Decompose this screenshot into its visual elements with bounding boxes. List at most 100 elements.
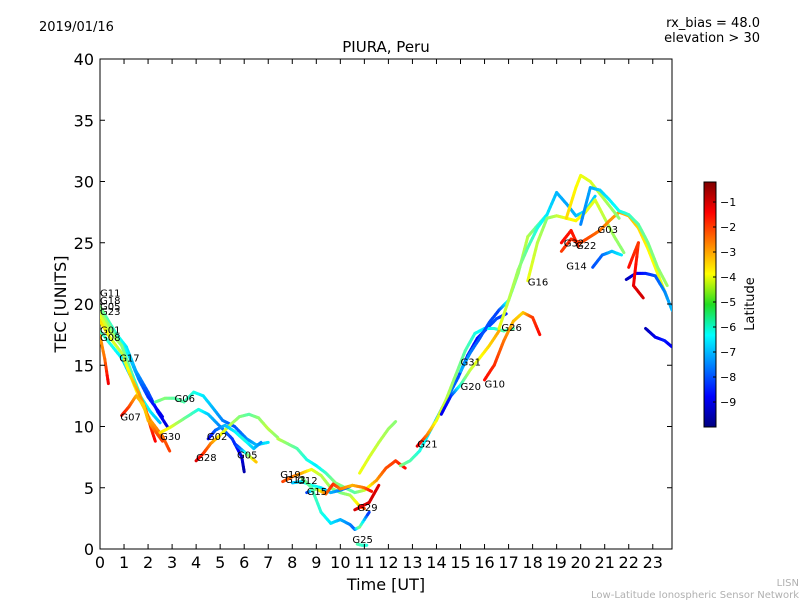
series-g03b (591, 249, 623, 269)
x-tick-label: 7 (263, 553, 273, 572)
sat-label-g05: G05 (100, 302, 120, 313)
trace-segment (402, 465, 407, 470)
sat-label-g21: G21 (417, 439, 437, 450)
x-tick-label: 8 (287, 553, 297, 572)
y-tick-label: 10 (74, 418, 94, 437)
series-g10 (483, 311, 542, 382)
x-tick-label: 20 (570, 553, 590, 572)
trace-segment (106, 378, 110, 386)
y-tick-label: 25 (74, 234, 94, 253)
series-g20 (439, 329, 501, 416)
colorbar-tick-label: −1 (720, 196, 736, 209)
y-tick-label: 0 (84, 540, 94, 559)
x-axis: 0 1 2 3 4 5 6 7 8 9 10 11 12 13 14 15 16 17 18 19 20 21 22 23 (95, 59, 663, 572)
rx-bias-label: rx_bias = 48.0 (666, 16, 760, 31)
sat-label-g15: G15 (307, 487, 327, 498)
series-g03 (579, 186, 669, 288)
sat-label-g29: G29 (357, 503, 377, 514)
colorbar-tick-label: −7 (720, 346, 736, 359)
trace-segment (366, 510, 371, 517)
series-g03e (627, 241, 645, 300)
sat-label-g12: G12 (297, 476, 317, 487)
x-tick-label: 23 (643, 553, 663, 572)
colorbar-tick-label: −4 (720, 271, 736, 284)
x-tick-label: 21 (595, 553, 615, 572)
sat-label-g25: G25 (352, 535, 372, 546)
series-g29 (353, 483, 381, 512)
series-g15 (305, 482, 374, 496)
series-g21 (358, 420, 398, 475)
series-g25 (300, 476, 371, 531)
x-tick-label: 13 (402, 553, 422, 572)
sat-label-g20: G20 (461, 382, 481, 393)
x-tick-label: 9 (311, 553, 321, 572)
x-tick-label: 19 (546, 553, 566, 572)
sat-label-g16: G16 (528, 278, 548, 289)
series-g05b (233, 442, 258, 464)
sat-label-g11: G11 (100, 289, 120, 300)
series-layer (100, 173, 672, 547)
y-tick-label: 30 (74, 173, 94, 192)
series-g08 (100, 334, 110, 386)
x-tick-label: 15 (450, 553, 470, 572)
sat-label-g26: G26 (501, 323, 521, 334)
colorbar-tick-label: −2 (720, 221, 736, 234)
sat-label-g14: G14 (566, 262, 586, 273)
x-tick-label: 18 (522, 553, 542, 572)
colorbar-tick-label: −3 (720, 246, 736, 259)
sat-label-g31: G31 (461, 357, 481, 368)
y-tick-label: 5 (84, 479, 94, 498)
y-axis-label: TEC [UNITS] (51, 256, 70, 354)
x-tick-label: 16 (474, 553, 494, 572)
sat-label-g10: G10 (485, 379, 505, 390)
x-tick-label: 17 (498, 553, 518, 572)
y-axis: 0 5 10 15 20 25 30 35 40 (74, 50, 672, 559)
trace-segment (495, 329, 501, 335)
sat-label-g32: G32 (564, 238, 584, 249)
trace-segment (158, 411, 164, 419)
sat-label-g03: G03 (598, 225, 618, 236)
x-axis-label: Time [UT] (346, 575, 425, 594)
x-tick-label: 10 (330, 553, 350, 572)
colorbar-ticks: −9 −8 −7 −6 −5 −4 −3 −2 −1 (713, 196, 736, 409)
trace-segment (253, 459, 258, 464)
x-tick-label: 11 (354, 553, 374, 572)
colorbar-tick-label: −5 (720, 296, 736, 309)
y-tick-label: 35 (74, 111, 94, 130)
series-g18 (100, 311, 164, 419)
sat-label-g23: G23 (100, 307, 120, 318)
sat-label-g02: G02 (207, 432, 227, 443)
series-g02 (206, 423, 263, 451)
sat-label-g07: G07 (120, 412, 140, 423)
sat-label-g01: G01 (100, 325, 120, 336)
series-g03d (644, 327, 672, 349)
x-tick-label: 6 (239, 553, 249, 572)
y-tick-label: 40 (74, 50, 94, 69)
colorbar-tick-label: −9 (720, 396, 736, 409)
trace-segment (164, 422, 169, 428)
sat-label-g13: G13 (285, 475, 305, 486)
x-tick-label: 12 (378, 553, 398, 572)
trace-segment (620, 248, 626, 255)
x-tick-label: 0 (95, 553, 105, 572)
series-g07 (120, 394, 164, 443)
colorbar-label: Latitude (743, 277, 758, 331)
colorbar-tick-label: −8 (720, 371, 736, 384)
sat-label-g19: G19 (280, 470, 300, 481)
series-g32 (559, 229, 580, 248)
sat-label-g08: G08 (100, 333, 120, 344)
y-tick-label: 20 (74, 295, 94, 314)
trace-segment (616, 214, 621, 220)
trace-segment (167, 447, 172, 453)
sat-label-g17: G17 (119, 354, 139, 365)
trace-segment (669, 305, 672, 312)
x-tick-label: 2 (143, 553, 153, 572)
sat-label-g30: G30 (160, 432, 180, 443)
trace-segment (392, 420, 398, 425)
trace-segment (157, 419, 162, 425)
x-tick-label: 5 (215, 553, 225, 572)
sat-label-g18: G18 (100, 296, 120, 307)
trace-segment (258, 440, 263, 445)
